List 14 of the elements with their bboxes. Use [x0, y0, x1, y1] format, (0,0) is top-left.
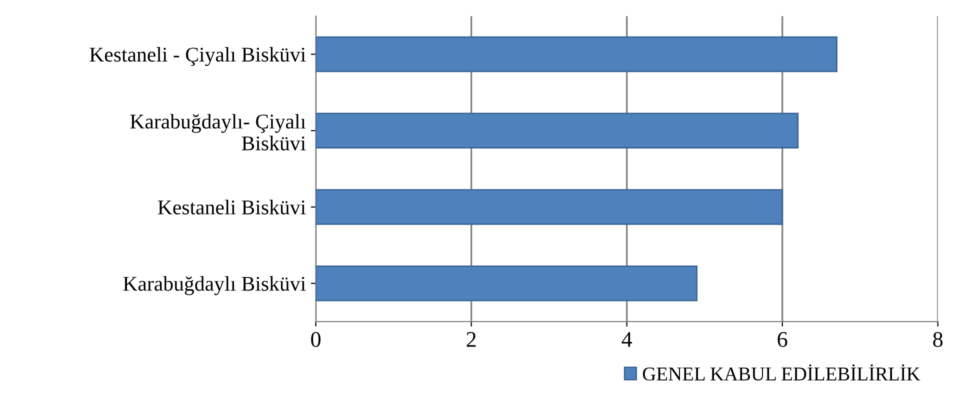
x-tick-label: 8: [933, 332, 943, 347]
x-tick-label: 2: [466, 332, 476, 347]
bar: [316, 266, 698, 302]
y-tick-label: Karabuğdaylı Bisküvi: [123, 276, 306, 296]
x-tick-label: 6: [778, 332, 788, 347]
legend-label: GENEL KABUL EDİLEBİLİRLİK: [642, 364, 920, 381]
x-tick-label: 0: [311, 332, 321, 347]
y-tick-label: Kestaneli Bisküvi: [158, 200, 306, 214]
bar: [316, 36, 838, 72]
y-tick-label: Karabuğdaylı- Çiyalı Bisküvi: [130, 114, 306, 150]
bar: [316, 112, 799, 149]
bar: [316, 189, 784, 225]
y-tick-label: Kestaneli - Çiyalı Bisküvi: [90, 47, 306, 66]
x-tick-label: 4: [622, 332, 632, 347]
